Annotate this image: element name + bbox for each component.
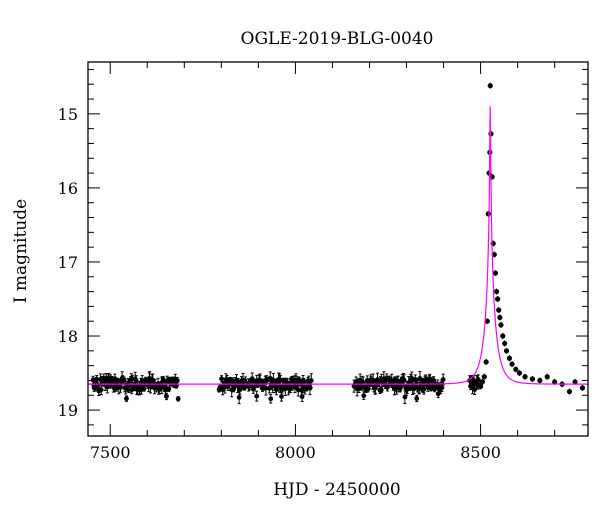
data-point (490, 240, 496, 247)
data-point (299, 394, 305, 400)
data-point (497, 314, 503, 321)
y-axis-label: I magnitude (11, 199, 31, 303)
y-tick-label: 15 (58, 105, 78, 124)
plot-frame (87, 61, 589, 437)
x-tick-label: 8000 (275, 443, 316, 462)
x-tick-label: 8500 (460, 443, 501, 462)
data-point (522, 374, 528, 380)
data-point (254, 393, 260, 399)
data-point (489, 174, 495, 180)
data-point (496, 307, 502, 313)
data-point (509, 361, 515, 367)
data-point (566, 388, 573, 395)
data-point (502, 340, 508, 347)
x-tick-label: 7500 (90, 443, 131, 462)
data-point (498, 322, 504, 328)
data-point (506, 355, 513, 361)
data-point (98, 387, 104, 393)
data-point (483, 359, 489, 365)
chart-title: OGLE-2019-BLG-0040 (241, 29, 434, 49)
data-point (385, 384, 390, 390)
data-point (439, 385, 445, 391)
y-tick-label: 16 (58, 179, 78, 198)
data-point (249, 376, 255, 382)
y-tick-label: 19 (58, 401, 78, 420)
data-point (174, 378, 180, 383)
data-point (164, 394, 169, 399)
data-point (537, 377, 543, 384)
data-point (479, 379, 486, 385)
data-point (175, 396, 181, 402)
data-point (263, 385, 269, 391)
data-point (485, 211, 491, 217)
model-curve (88, 106, 588, 385)
data-point (413, 378, 419, 384)
data-point (414, 396, 420, 401)
data-point (493, 288, 500, 295)
data-point (579, 385, 586, 391)
data-point (378, 387, 384, 393)
data-point (417, 375, 423, 381)
data-point (401, 378, 407, 383)
data-point (141, 386, 147, 392)
data-point (236, 395, 242, 400)
data-point (529, 376, 536, 382)
y-tick-label: 17 (58, 253, 78, 272)
data-point (440, 377, 446, 383)
data-point (552, 379, 558, 385)
data-point (503, 348, 510, 354)
data-point (484, 318, 490, 324)
y-tick-label: 18 (58, 327, 78, 346)
data-point (492, 270, 499, 276)
data-point (219, 376, 224, 382)
data-point (487, 83, 493, 89)
data-point (124, 396, 129, 402)
data-point (513, 366, 519, 372)
data-point (491, 251, 497, 258)
data-point (481, 374, 487, 380)
data-point (500, 333, 506, 339)
data-point (421, 386, 427, 392)
data-point (268, 396, 274, 402)
data-point (118, 384, 123, 390)
x-axis-label: HJD - 2450000 (273, 480, 401, 500)
data-point (279, 394, 284, 399)
data-point (495, 296, 501, 302)
data-point (361, 393, 367, 399)
data-point (477, 383, 484, 389)
data-point (572, 379, 578, 385)
data-point (544, 374, 550, 380)
data-point (308, 378, 314, 383)
data-point (516, 370, 523, 376)
data-point (475, 377, 481, 383)
